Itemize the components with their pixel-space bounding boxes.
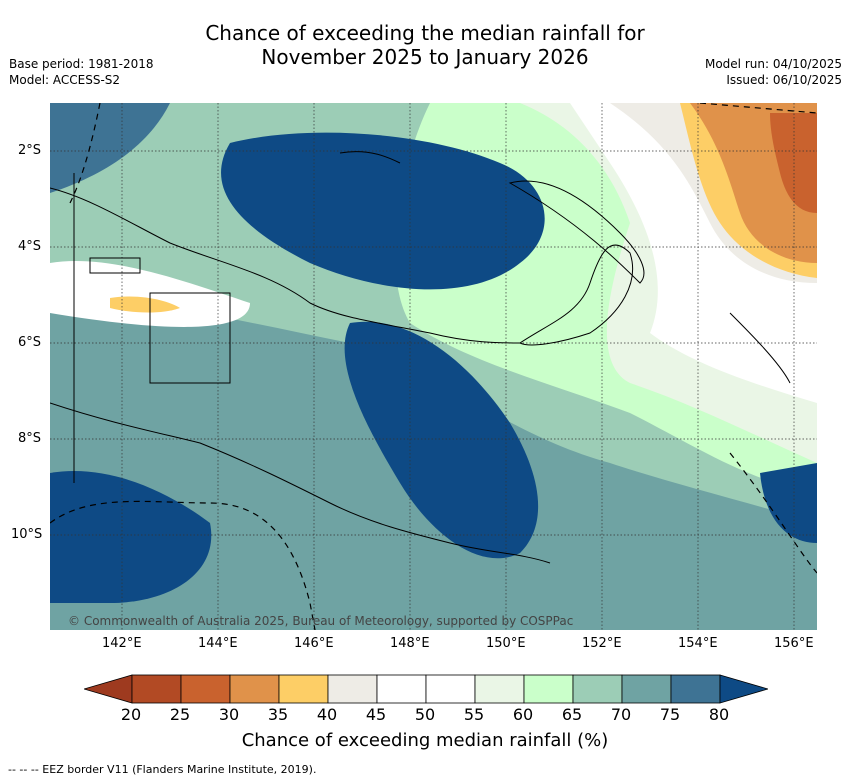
eez-east bbox=[729, 452, 817, 574]
lat-label: 6°S bbox=[18, 335, 42, 350]
lat-label: 4°S bbox=[18, 239, 42, 254]
map-title-line2: November 2025 to January 2026 bbox=[261, 45, 589, 69]
colorbar-tick-label: 50 bbox=[414, 705, 436, 724]
model-label: Model: ACCESS-S2 bbox=[9, 73, 121, 87]
eez-north bbox=[69, 103, 101, 204]
colorbar-segment bbox=[180, 674, 231, 704]
colorbar-tick-label: 45 bbox=[365, 705, 387, 724]
colorbar-tick-label: 40 bbox=[316, 705, 338, 724]
province-border-mid bbox=[149, 292, 231, 384]
lat-label: 2°S bbox=[18, 143, 42, 158]
eez-borders bbox=[50, 103, 817, 630]
eez-northeast bbox=[699, 103, 817, 114]
copyright-notice: © Commonwealth of Australia 2025, Bureau… bbox=[68, 614, 574, 628]
colorbar-segment bbox=[670, 674, 721, 704]
band-80-dark-southwest bbox=[50, 471, 212, 603]
colorbar-tick-label: 30 bbox=[218, 705, 240, 724]
lon-label: 144°E bbox=[198, 636, 238, 651]
colorbar-tick-label: 80 bbox=[708, 705, 730, 724]
lon-label: 146°E bbox=[294, 636, 334, 651]
band-75-80-nw bbox=[50, 103, 170, 193]
rainfall-map bbox=[50, 103, 817, 630]
map-title-line1: Chance of exceeding the median rainfall … bbox=[205, 21, 645, 45]
png-north-coast bbox=[50, 187, 521, 344]
band-orange-streak bbox=[110, 296, 180, 313]
colorbar-tick-label: 65 bbox=[561, 705, 583, 724]
lon-label: 142°E bbox=[102, 636, 142, 651]
coastlines bbox=[50, 151, 791, 564]
colorbar-segment bbox=[131, 674, 182, 704]
band-80-dark-center bbox=[344, 321, 539, 559]
colorbar-segment bbox=[327, 674, 378, 704]
new-britain bbox=[519, 244, 634, 346]
colorbar-tick-label: 55 bbox=[463, 705, 485, 724]
lon-label: 148°E bbox=[390, 636, 430, 651]
bougainville bbox=[729, 312, 791, 384]
colorbar-segment bbox=[474, 674, 525, 704]
base-period-label: Base period: 1981-2018 bbox=[9, 57, 154, 71]
lon-label: 154°E bbox=[678, 636, 718, 651]
colorbar-segment bbox=[523, 674, 574, 704]
lon-label: 152°E bbox=[582, 636, 622, 651]
colorbar-tick-label: 25 bbox=[169, 705, 191, 724]
province-border-west bbox=[89, 257, 141, 274]
issued-label: Issued: 06/10/2025 bbox=[726, 73, 842, 87]
eez-south bbox=[50, 500, 316, 630]
graticule bbox=[50, 103, 817, 630]
eez-footnote: -- -- -- EEZ border V11 (Flanders Marine… bbox=[8, 763, 317, 776]
colorbar-segment bbox=[621, 674, 672, 704]
lat-label: 8°S bbox=[18, 431, 42, 446]
colorbar-segment bbox=[278, 674, 329, 704]
colorbar-segment bbox=[229, 674, 280, 704]
band-25-30 bbox=[770, 113, 817, 213]
colorbar-title: Chance of exceeding median rainfall (%) bbox=[241, 730, 609, 751]
colorbar bbox=[84, 674, 768, 704]
lat-label: 10°S bbox=[11, 527, 43, 542]
colorbar-tick-label: 70 bbox=[610, 705, 632, 724]
new-ireland bbox=[508, 180, 645, 284]
colorbar-segment bbox=[376, 674, 427, 704]
borders bbox=[73, 173, 231, 483]
colorbar-segment bbox=[425, 674, 476, 704]
band-80-dark-east bbox=[760, 463, 817, 543]
png-south-coast bbox=[50, 402, 551, 564]
lon-label: 156°E bbox=[774, 636, 814, 651]
colorbar-arrow-high bbox=[719, 674, 768, 704]
colorbar-tick-label: 35 bbox=[267, 705, 289, 724]
colorbar-tick-label: 75 bbox=[659, 705, 681, 724]
colorbar-tick-label: 60 bbox=[512, 705, 534, 724]
manus-island bbox=[339, 151, 401, 164]
lon-label: 150°E bbox=[486, 636, 526, 651]
band-80-dark-north bbox=[221, 132, 545, 290]
colorbar-tick-label: 20 bbox=[120, 705, 142, 724]
colorbar-arrow-low bbox=[84, 674, 133, 704]
colorbar-segment bbox=[572, 674, 623, 704]
model-run-label: Model run: 04/10/2025 bbox=[704, 57, 842, 71]
